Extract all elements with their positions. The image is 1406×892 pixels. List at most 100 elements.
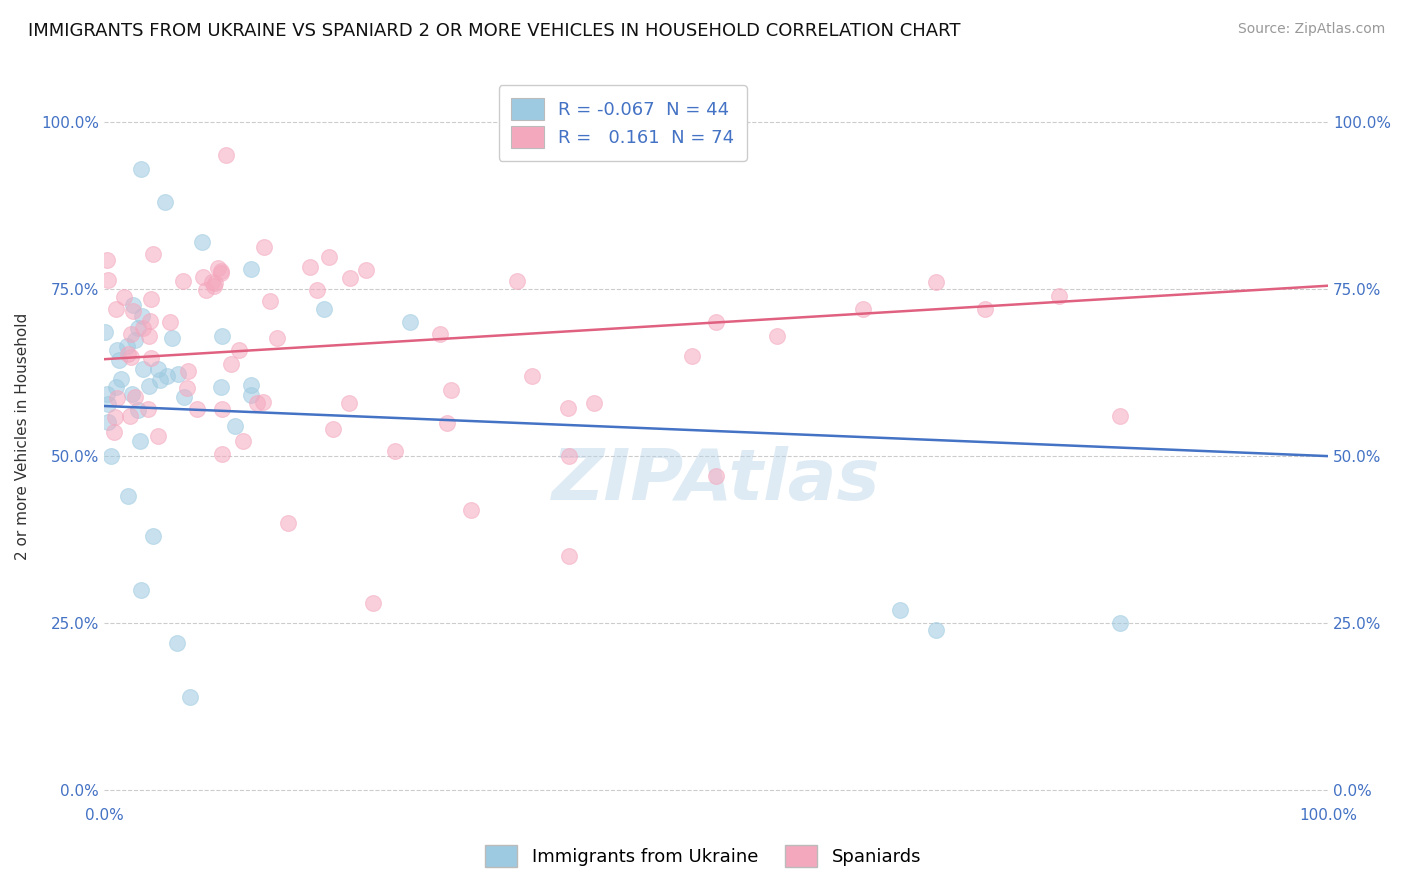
Point xyxy=(429,326,451,341)
Point xyxy=(127,403,149,417)
Point xyxy=(121,303,143,318)
Point xyxy=(124,333,146,347)
Point xyxy=(97,273,120,287)
Point xyxy=(361,596,384,610)
Point xyxy=(186,402,208,417)
Point xyxy=(925,623,948,637)
Point xyxy=(120,327,142,342)
Point xyxy=(266,331,288,345)
Point xyxy=(94,326,117,340)
Point xyxy=(100,449,122,463)
Text: IMMIGRANTS FROM UKRAINE VS SPANIARD 2 OR MORE VEHICLES IN HOUSEHOLD CORRELATION : IMMIGRANTS FROM UKRAINE VS SPANIARD 2 OR… xyxy=(28,22,960,40)
Point xyxy=(142,529,165,543)
Point xyxy=(209,264,232,278)
Legend: Immigrants from Ukraine, Spaniards: Immigrants from Ukraine, Spaniards xyxy=(478,838,928,874)
Point xyxy=(211,401,233,416)
Point xyxy=(974,302,997,317)
Point xyxy=(232,434,254,449)
Point xyxy=(440,383,463,397)
Point xyxy=(159,316,181,330)
Point xyxy=(97,397,120,411)
Point xyxy=(436,416,458,430)
Point xyxy=(129,161,152,176)
Point xyxy=(117,347,139,361)
Text: ZIPAtlas: ZIPAtlas xyxy=(551,446,880,515)
Point xyxy=(121,387,143,401)
Point xyxy=(194,283,217,297)
Point xyxy=(522,368,544,383)
Point xyxy=(354,263,377,277)
Point xyxy=(318,250,340,264)
Point xyxy=(852,302,875,317)
Point xyxy=(207,260,229,275)
Point xyxy=(339,271,361,285)
Point xyxy=(506,274,529,288)
Point xyxy=(148,429,170,443)
Point xyxy=(191,235,214,250)
Point xyxy=(337,395,360,409)
Point xyxy=(766,328,789,343)
Point xyxy=(160,330,183,344)
Point xyxy=(193,269,215,284)
Point xyxy=(246,396,269,410)
Point xyxy=(558,549,581,564)
Point xyxy=(252,394,274,409)
Point xyxy=(124,390,146,404)
Point xyxy=(117,339,139,353)
Point xyxy=(176,381,198,395)
Y-axis label: 2 or more Vehicles in Household: 2 or more Vehicles in Household xyxy=(15,312,30,559)
Point xyxy=(117,489,139,503)
Point xyxy=(120,409,142,424)
Point xyxy=(129,434,152,448)
Point xyxy=(307,283,329,297)
Point xyxy=(277,516,299,530)
Point xyxy=(202,279,225,293)
Point xyxy=(239,377,262,392)
Point xyxy=(167,367,190,381)
Text: Source: ZipAtlas.com: Source: ZipAtlas.com xyxy=(1237,22,1385,37)
Point xyxy=(239,388,262,402)
Point xyxy=(138,314,160,328)
Point xyxy=(105,391,128,405)
Point xyxy=(108,353,131,368)
Point xyxy=(384,444,406,458)
Point xyxy=(209,266,232,280)
Point xyxy=(104,302,127,317)
Point xyxy=(179,690,201,704)
Point xyxy=(136,401,159,416)
Point xyxy=(105,343,128,358)
Point xyxy=(110,372,132,386)
Point xyxy=(889,603,911,617)
Point xyxy=(129,582,152,597)
Point xyxy=(127,320,149,334)
Point xyxy=(211,447,233,461)
Point xyxy=(141,292,163,306)
Point xyxy=(558,449,581,463)
Point xyxy=(156,369,179,384)
Point xyxy=(399,316,422,330)
Point xyxy=(704,469,727,483)
Point xyxy=(142,247,165,261)
Point xyxy=(224,419,246,434)
Point xyxy=(209,380,232,394)
Point xyxy=(557,401,579,415)
Point xyxy=(138,329,160,343)
Point xyxy=(1109,616,1132,631)
Point xyxy=(96,387,118,401)
Point xyxy=(204,276,226,290)
Point xyxy=(172,274,194,288)
Point xyxy=(925,276,948,290)
Point xyxy=(122,298,145,312)
Point xyxy=(96,253,118,268)
Point xyxy=(582,395,605,409)
Legend: R = -0.067  N = 44, R =   0.161  N = 74: R = -0.067 N = 44, R = 0.161 N = 74 xyxy=(499,85,747,161)
Point xyxy=(228,343,250,357)
Point xyxy=(131,309,153,323)
Point xyxy=(1109,409,1132,423)
Point xyxy=(173,390,195,404)
Point xyxy=(132,361,155,376)
Point xyxy=(314,302,336,317)
Point xyxy=(201,276,224,290)
Point xyxy=(298,260,321,274)
Point xyxy=(146,361,169,376)
